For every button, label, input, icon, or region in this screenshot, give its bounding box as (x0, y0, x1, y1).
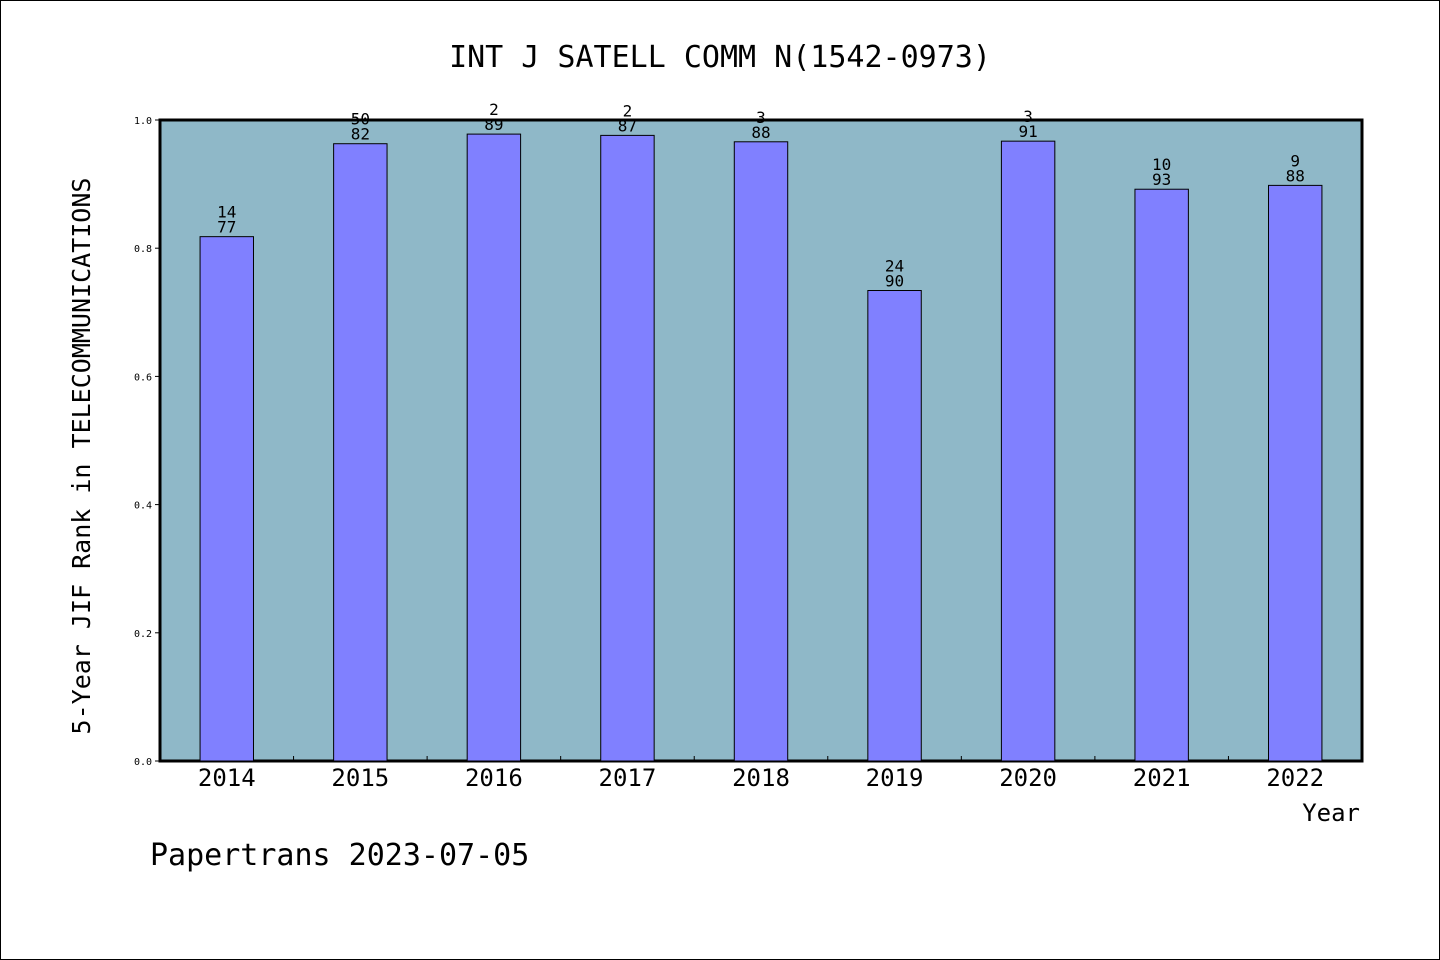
y-axis-label: 5-Year JIF Rank in TELECOMMUNICATIONS (67, 178, 96, 735)
bar-label-total-2017: 87 (618, 116, 637, 135)
x-axis-label: Year (1302, 799, 1360, 827)
x-axis-ticks: 2014 2015 2016 2017 2018 2019 2020 2021 2022 (198, 756, 1324, 792)
bar-label-rank-2021: 10 (1152, 155, 1171, 174)
bar-label-total-2015: 82 (351, 125, 370, 144)
bar-label-rank-2014: 14 (217, 203, 236, 222)
bar-label-rank-2016: 2 (489, 100, 499, 119)
bar-label-rank-2017: 2 (623, 101, 633, 120)
bar-label-total-2022: 88 (1286, 166, 1305, 185)
x-tick-label-2014: 2014 (198, 764, 256, 792)
y-tick-label: 1.0 (134, 116, 152, 127)
bar-label-total-2020: 91 (1018, 122, 1037, 141)
footer-watermark: Papertrans 2023-07-05 (150, 838, 529, 873)
bar-2014 (199, 236, 254, 762)
x-tick-label-2017: 2017 (599, 764, 657, 792)
bar-2015 (333, 143, 388, 762)
y-axis-ticks: 0.0 0.2 0.4 0.6 0.8 1.0 (134, 116, 160, 768)
chart-title: INT J SATELL COMM N(1542-0973) (449, 40, 991, 75)
bar-2016 (466, 133, 522, 762)
bar-2020 (1000, 140, 1056, 762)
x-tick-label-2018: 2018 (732, 764, 790, 792)
bar-label-total-2014: 77 (217, 218, 236, 237)
x-tick-label-2019: 2019 (866, 764, 924, 792)
y-tick-label: 0.8 (134, 244, 152, 255)
bar-2017 (600, 134, 655, 762)
bar-label-rank-2018: 3 (756, 108, 766, 127)
y-tick-label: 0.0 (134, 757, 152, 768)
bar-2018 (733, 141, 789, 762)
y-tick-label: 0.2 (134, 629, 152, 640)
y-tick-label: 0.4 (134, 501, 152, 512)
x-tick-label-2016: 2016 (465, 764, 523, 792)
bar-2022 (1268, 184, 1323, 762)
bar-2021 (1134, 188, 1189, 762)
bar-label-total-2016: 89 (484, 115, 503, 134)
bar-label-rank-2022: 9 (1290, 151, 1300, 170)
x-tick-label-2020: 2020 (999, 764, 1057, 792)
y-tick-label: 0.6 (134, 372, 152, 383)
bar-label-rank-2020: 3 (1023, 107, 1033, 126)
bar-label-rank-2019: 24 (885, 257, 904, 276)
x-tick-label-2015: 2015 (331, 764, 389, 792)
x-tick-label-2021: 2021 (1133, 764, 1191, 792)
bar-2019 (867, 290, 922, 762)
x-tick-label-2022: 2022 (1266, 764, 1324, 792)
bar-label-total-2021: 93 (1152, 170, 1171, 189)
bar-label-total-2018: 88 (751, 123, 770, 142)
bar-label-rank-2015: 50 (351, 110, 370, 129)
bar-label-total-2019: 90 (885, 272, 904, 291)
